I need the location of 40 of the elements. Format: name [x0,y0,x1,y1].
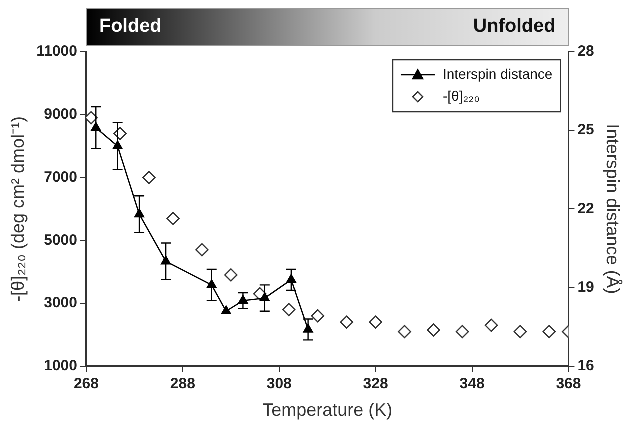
y-tick-label: 9000 [44,106,78,124]
legend-label: -[θ]₂₂₀ [442,88,480,104]
point [311,309,325,323]
y2-tick-label: 16 [578,358,594,375]
point [166,212,180,226]
point [514,325,528,338]
y2-tick-label: 19 [578,278,594,296]
point [484,318,498,332]
y-tick-label: 11000 [36,43,78,60]
y2-tick-label: 25 [578,122,594,139]
y2-tick-label: 22 [578,200,594,218]
point [340,316,354,330]
point [369,316,382,330]
x-tick-label: 268 [74,376,99,393]
y2-tick-label: 28 [578,43,594,60]
point [398,325,412,338]
point [142,171,156,184]
point [161,256,172,265]
legend-label: Interspin distance [442,66,553,82]
point [456,325,470,338]
x-tick-label: 288 [170,376,196,393]
y-axis-title: -[θ]₂₂₀ (deg cm² dmol⁻¹) [8,116,28,302]
x-tick-label: 348 [460,376,485,393]
point [282,303,296,316]
y-tick-label: 7000 [44,168,78,186]
point [224,268,238,282]
point [542,325,556,338]
x-tick-label: 308 [266,376,292,393]
y-tick-label: 3000 [44,294,78,312]
x-axis-title: Temperature (K) [262,400,393,420]
y2-axis-title: Interspin distance (Å) [603,124,624,294]
x-tick-label: 368 [556,376,582,393]
point [196,243,209,257]
point [86,111,98,125]
y-tick-label: 5000 [44,232,78,249]
point [221,306,232,315]
point [427,324,440,337]
x-tick-label: 328 [363,376,388,393]
y-tick-label: 1000 [44,358,78,375]
gradient-strip: Folded Unfolded [86,8,569,46]
